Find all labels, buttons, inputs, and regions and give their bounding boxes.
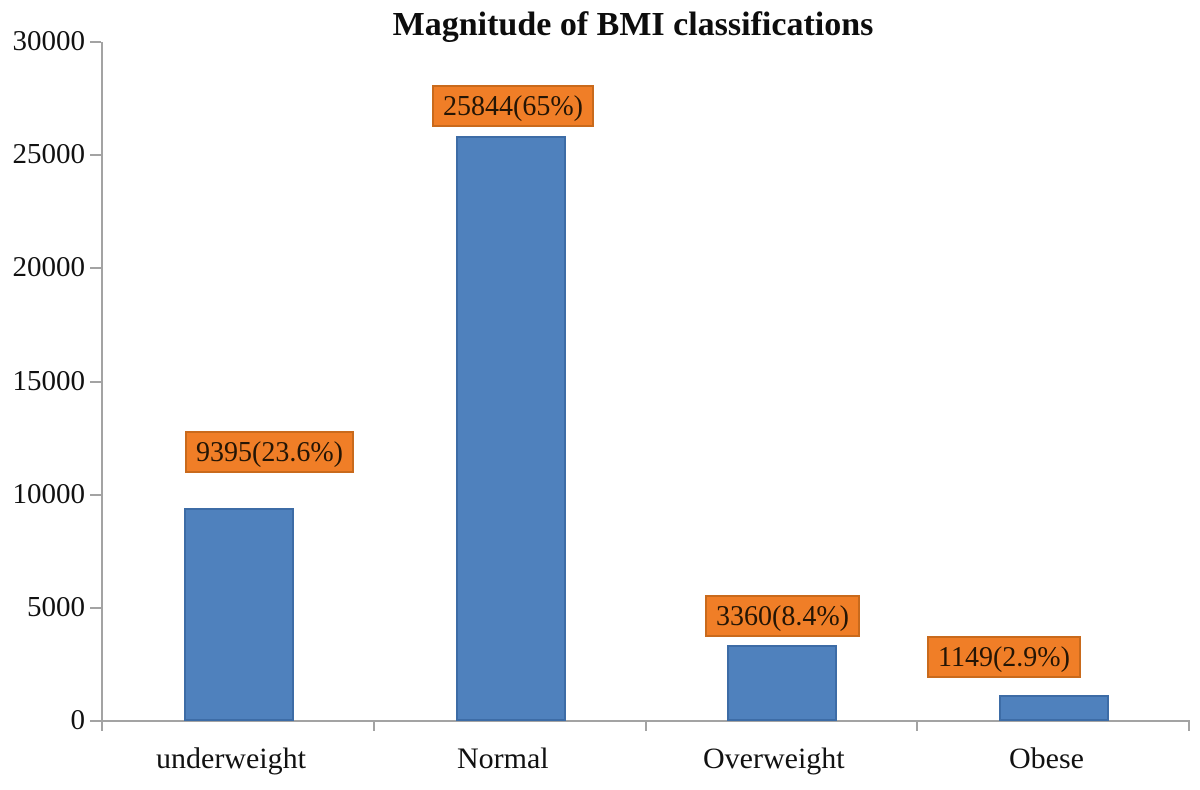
data-label-overweight: 3360(8.4%) bbox=[705, 595, 860, 637]
y-tick-label: 15000 bbox=[12, 364, 86, 397]
bar-obese bbox=[999, 695, 1109, 721]
y-tick-mark bbox=[90, 380, 101, 383]
y-tick-mark bbox=[90, 493, 101, 496]
x-tick-mark bbox=[101, 721, 103, 731]
x-tick-mark bbox=[644, 721, 647, 731]
x-tick-mark bbox=[916, 721, 919, 731]
data-label-normal: 25844(65%) bbox=[432, 85, 594, 127]
x-category-label-normal: Normal bbox=[457, 742, 549, 775]
bar-overweight bbox=[727, 645, 837, 721]
data-label-underweight: 9395(23.6%) bbox=[185, 431, 354, 473]
y-tick-label: 10000 bbox=[12, 477, 86, 510]
y-tick-label: 30000 bbox=[12, 25, 86, 57]
y-tick-label: 5000 bbox=[27, 590, 85, 623]
chart-title: Magnitude of BMI classifications bbox=[392, 6, 874, 43]
y-tick-mark bbox=[90, 154, 101, 157]
data-label-obese: 1149(2.9%) bbox=[927, 636, 1081, 678]
y-tick-mark bbox=[90, 720, 101, 722]
y-tick-mark bbox=[90, 267, 101, 270]
y-tick-mark bbox=[90, 606, 101, 609]
bar-normal bbox=[456, 136, 566, 721]
x-category-label-underweight: underweight bbox=[156, 742, 306, 775]
x-tick-mark bbox=[372, 721, 375, 731]
y-axis-line bbox=[101, 42, 103, 721]
y-tick-label: 20000 bbox=[12, 251, 86, 284]
y-tick-label: 25000 bbox=[12, 138, 86, 171]
x-tick-mark bbox=[1188, 721, 1190, 731]
x-category-label-obese: Obese bbox=[1009, 742, 1084, 775]
y-tick-label: 0 bbox=[70, 704, 86, 736]
y-tick-mark bbox=[90, 41, 101, 43]
bar-underweight bbox=[184, 508, 294, 721]
x-category-label-overweight: Overweight bbox=[703, 742, 845, 775]
